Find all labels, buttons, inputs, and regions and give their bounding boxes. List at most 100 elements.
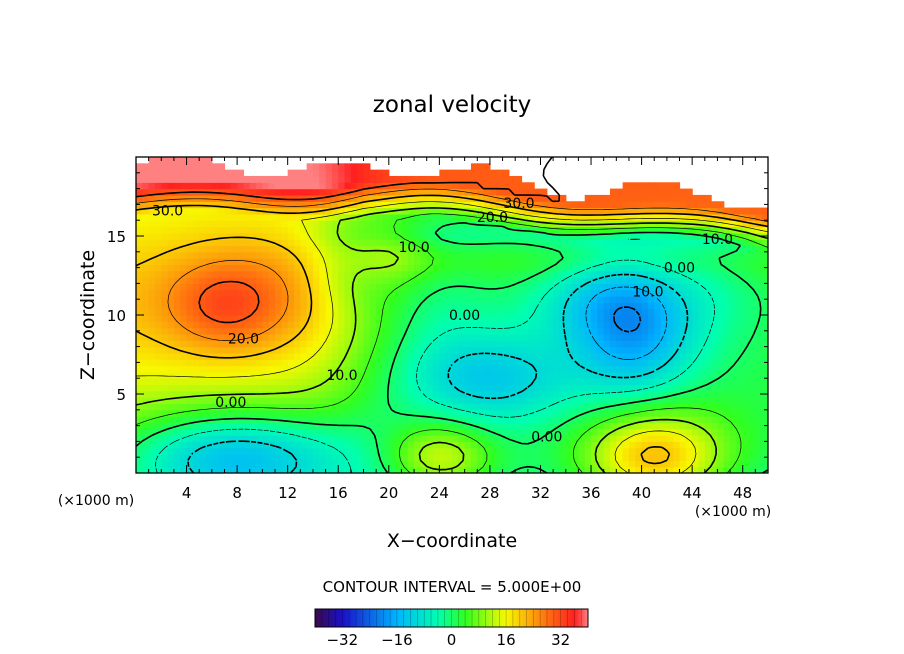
field-cell	[622, 346, 630, 354]
field-cell	[458, 466, 466, 473]
field-cell	[218, 232, 226, 240]
field-cell	[736, 213, 744, 221]
field-cell	[622, 466, 630, 473]
field-cell	[205, 435, 213, 442]
field-cell	[641, 346, 649, 354]
field-cell	[477, 333, 485, 341]
field-cell	[717, 226, 725, 234]
field-cell	[470, 321, 478, 329]
field-cell	[312, 466, 320, 473]
field-cell	[464, 378, 472, 386]
field-cell	[344, 352, 352, 360]
field-cell	[161, 365, 169, 373]
field-cell	[458, 207, 466, 215]
field-cell	[654, 213, 662, 221]
field-cell	[218, 359, 226, 367]
field-cell	[546, 258, 554, 266]
field-cell	[275, 371, 282, 379]
field-cell	[363, 175, 371, 183]
field-cell	[218, 182, 226, 190]
field-cell	[287, 277, 295, 284]
field-cell	[692, 321, 700, 329]
field-cell	[641, 466, 649, 473]
field-cell	[610, 226, 617, 234]
field-cell	[635, 201, 643, 209]
field-cell	[186, 194, 194, 202]
field-cell	[647, 397, 655, 405]
field-cell	[230, 175, 238, 183]
field-cell	[376, 365, 384, 373]
field-cell	[521, 232, 529, 240]
field-cell	[591, 460, 598, 468]
field-cell	[685, 359, 693, 367]
field-cell	[654, 289, 662, 297]
field-cell	[698, 390, 706, 398]
field-cell	[338, 333, 346, 341]
field-cell	[591, 315, 598, 322]
field-cell	[685, 466, 693, 473]
field-cell	[654, 384, 662, 392]
field-cell	[749, 416, 756, 424]
field-cell	[483, 390, 491, 398]
field-cell	[647, 239, 655, 247]
field-cell	[761, 302, 768, 310]
field-cell	[382, 213, 390, 221]
contour-label: 10.0	[326, 368, 357, 384]
field-cell	[224, 201, 232, 209]
field-cell	[338, 340, 346, 348]
field-cell	[344, 340, 352, 348]
field-cell	[553, 226, 561, 234]
field-cell	[218, 175, 226, 183]
field-cell	[268, 201, 276, 209]
field-cell	[698, 409, 706, 417]
field-cell	[306, 378, 314, 386]
field-cell	[249, 258, 257, 266]
field-cell	[388, 289, 396, 297]
field-cell	[205, 289, 213, 297]
field-cell	[161, 416, 169, 424]
field-cell	[489, 308, 497, 316]
field-cell	[464, 251, 472, 259]
field-cell	[685, 460, 693, 468]
field-cell	[199, 182, 207, 190]
field-cell	[401, 232, 409, 240]
field-cell	[161, 270, 169, 278]
field-cell	[407, 435, 415, 442]
field-cell	[401, 352, 409, 360]
field-cell	[628, 296, 636, 303]
field-cell	[496, 359, 504, 367]
field-cell	[673, 213, 681, 221]
field-cell	[426, 359, 434, 367]
field-cell	[237, 270, 245, 278]
field-cell	[635, 308, 643, 316]
field-cell	[477, 435, 485, 442]
field-cell	[635, 283, 643, 291]
field-cell	[616, 447, 624, 455]
field-cell	[344, 277, 352, 284]
field-cell	[376, 378, 384, 386]
field-cell	[458, 346, 466, 354]
field-cell	[527, 384, 535, 392]
field-cell	[199, 175, 207, 183]
field-cell	[603, 207, 611, 215]
field-cell	[502, 422, 510, 430]
field-cell	[578, 327, 586, 335]
field-cell	[679, 302, 687, 310]
field-cell	[647, 213, 655, 221]
field-cell	[698, 403, 706, 411]
field-cell	[742, 296, 750, 303]
field-cell	[489, 251, 497, 259]
field-cell	[666, 296, 674, 303]
field-cell	[521, 333, 529, 341]
field-cell	[205, 182, 213, 190]
field-cell	[382, 175, 390, 183]
field-cell	[464, 226, 472, 234]
field-cell	[546, 435, 554, 442]
field-cell	[622, 359, 630, 367]
field-cell	[357, 435, 365, 442]
field-cell	[344, 397, 352, 405]
field-cell	[597, 201, 605, 209]
field-cell	[331, 359, 339, 367]
field-cell	[704, 359, 712, 367]
field-cell	[534, 239, 542, 247]
